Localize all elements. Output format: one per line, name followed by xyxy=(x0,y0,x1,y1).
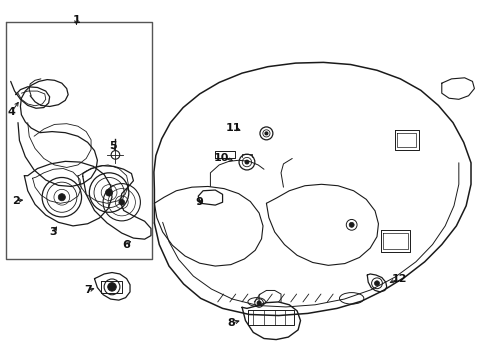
Circle shape xyxy=(348,222,353,227)
Circle shape xyxy=(58,194,65,201)
Text: 1: 1 xyxy=(72,15,80,26)
Circle shape xyxy=(256,301,261,305)
Text: 4: 4 xyxy=(8,107,16,117)
Circle shape xyxy=(107,283,116,291)
Text: 12: 12 xyxy=(391,274,407,284)
Text: 9: 9 xyxy=(195,197,203,207)
Text: 3: 3 xyxy=(50,227,57,237)
Circle shape xyxy=(374,281,379,286)
Text: 7: 7 xyxy=(83,285,91,296)
Circle shape xyxy=(264,132,267,135)
Circle shape xyxy=(244,160,248,164)
Text: 8: 8 xyxy=(226,319,234,328)
Circle shape xyxy=(105,189,112,196)
Text: 5: 5 xyxy=(109,141,117,151)
Text: 6: 6 xyxy=(122,239,130,249)
Text: 10: 10 xyxy=(213,153,228,163)
Circle shape xyxy=(119,199,124,205)
Text: 11: 11 xyxy=(225,123,241,133)
Text: 2: 2 xyxy=(12,196,20,206)
